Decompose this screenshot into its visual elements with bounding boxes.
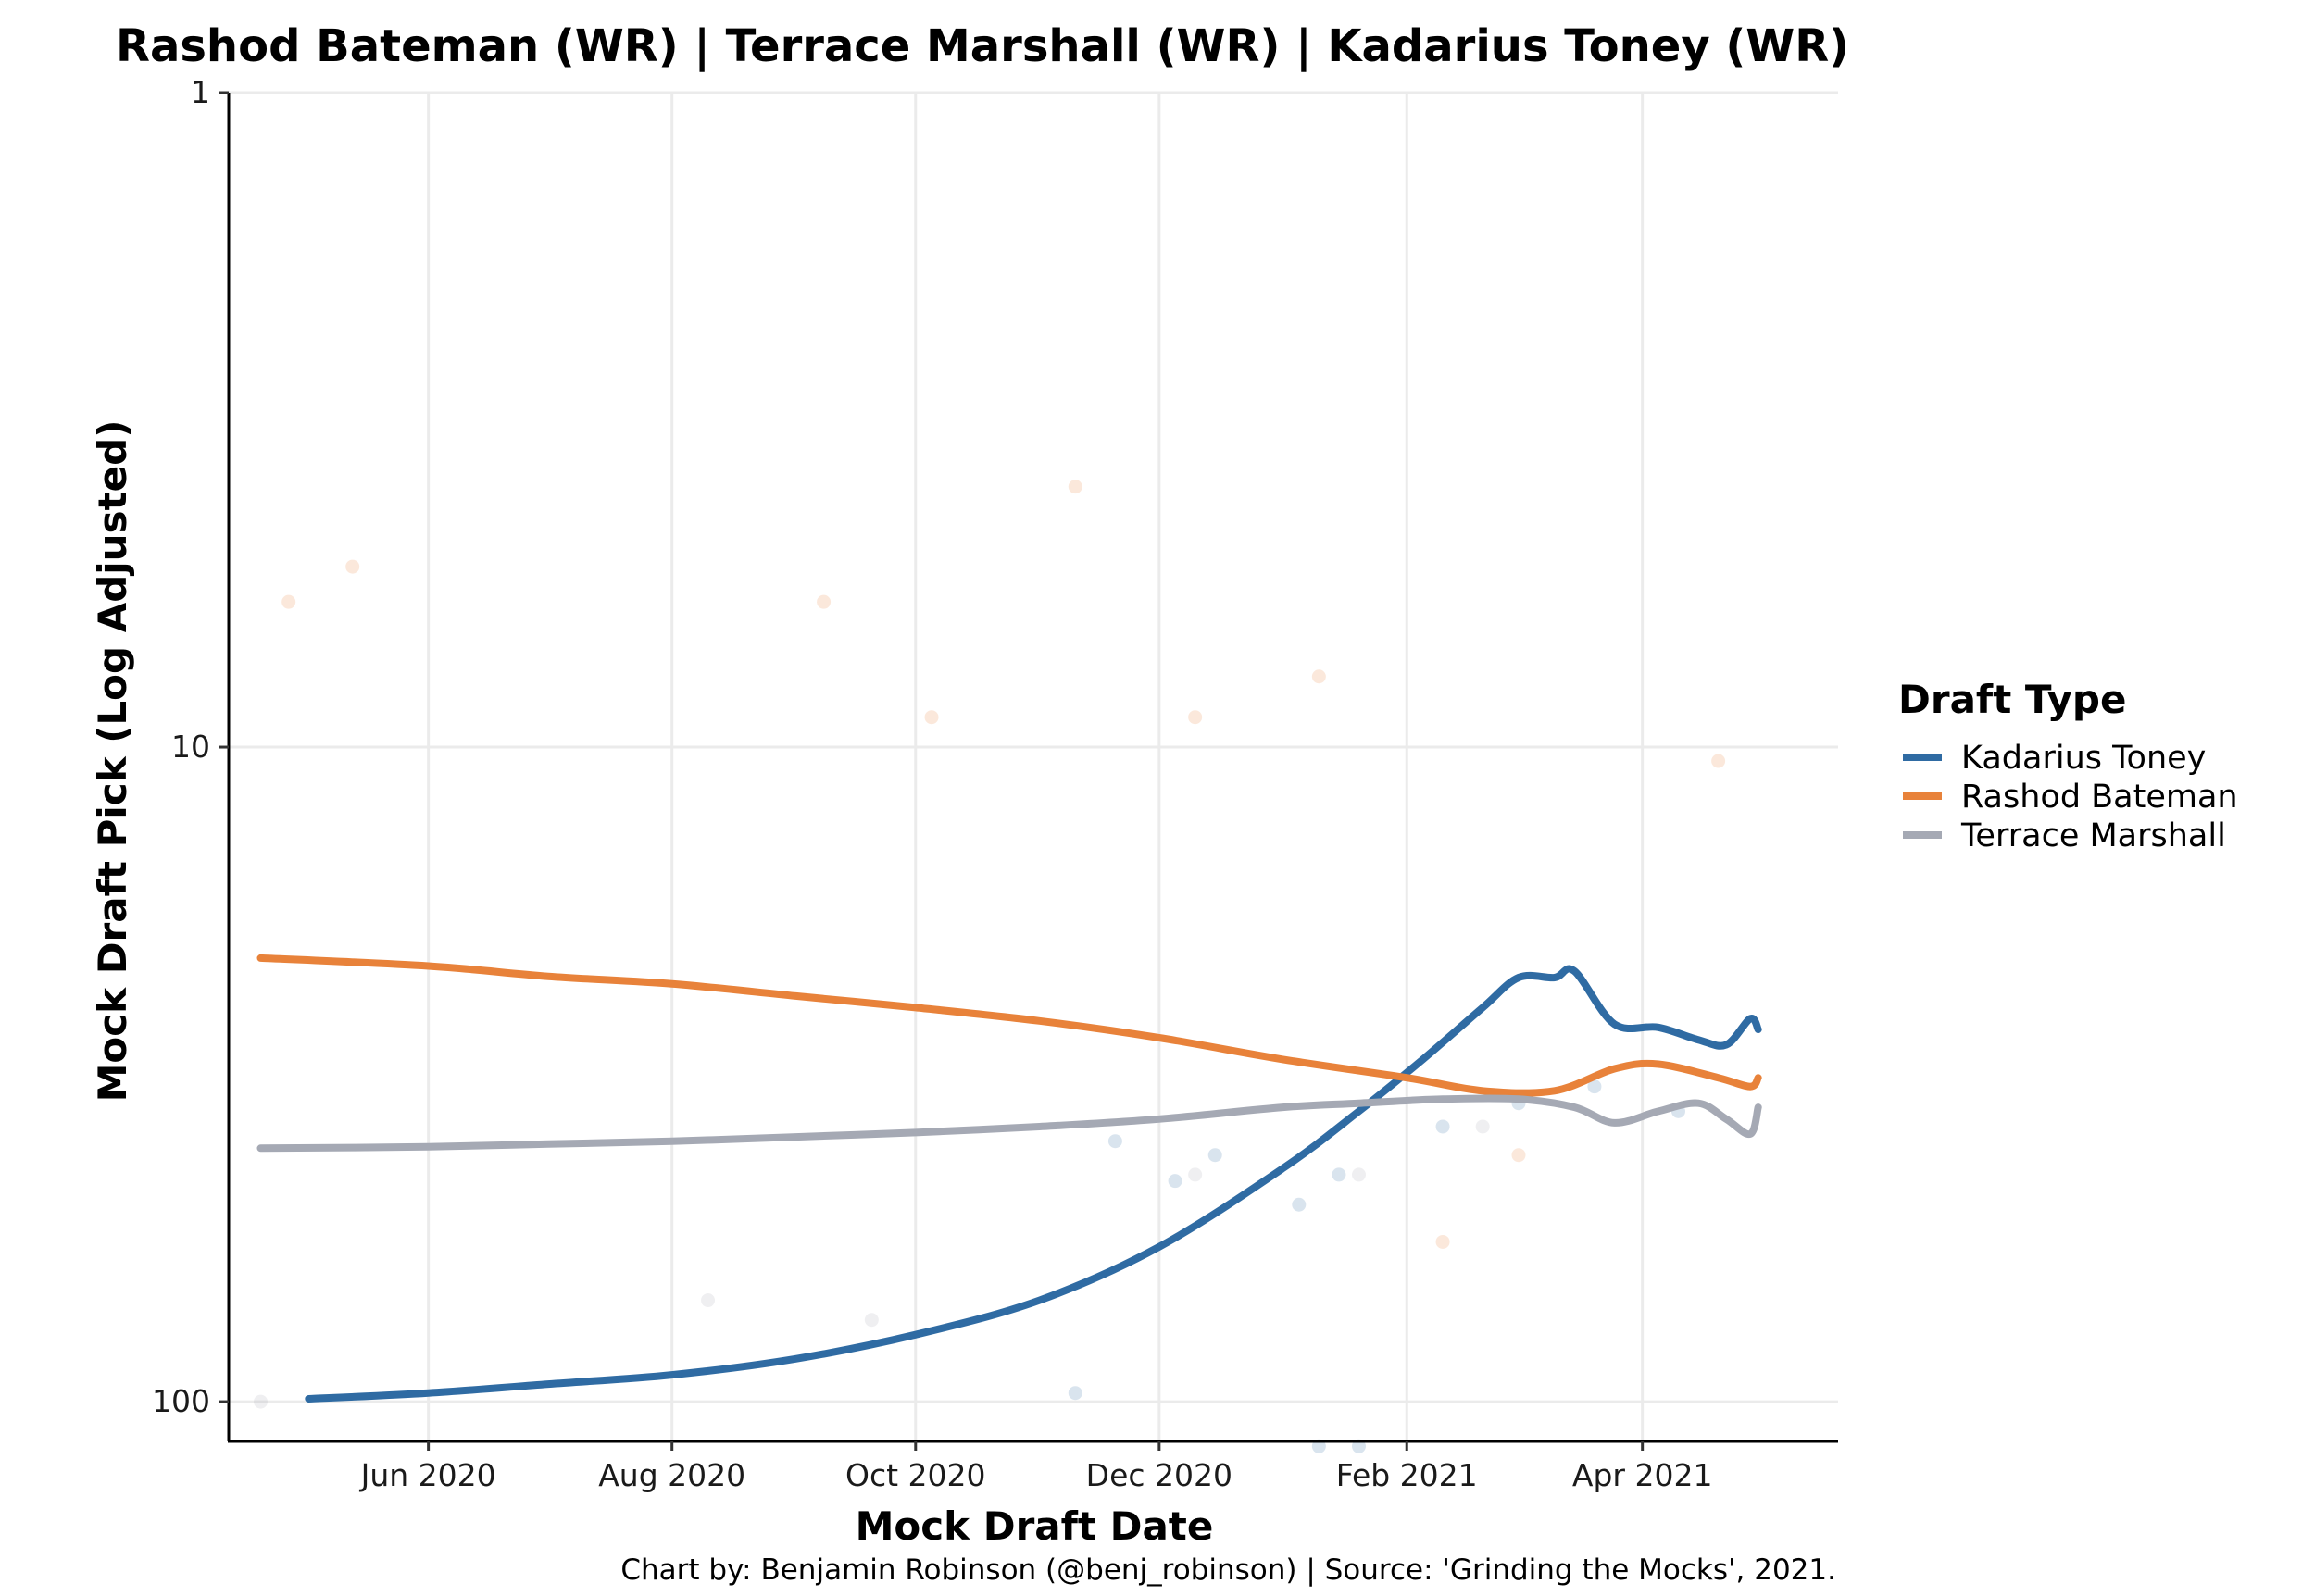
scatter-point [1511,1148,1526,1163]
scatter-point [1107,1134,1122,1149]
legend-title: Draft Type [1898,677,2126,722]
scatter-point [1587,1079,1602,1094]
scatter-point [1311,669,1326,684]
scatter-point [1351,1167,1366,1182]
y-tick-label: 100 [152,1383,210,1419]
scatter-point [924,710,939,725]
scatter-point [1332,1167,1346,1182]
chart-title: Rashod Bateman (WR) | Terrace Marshall (… [116,20,1849,72]
scatter-point [1292,1197,1307,1212]
x-tick-label: Aug 2020 [598,1457,745,1493]
x-tick-label: Jun 2020 [359,1457,496,1493]
scatter-point [1351,1439,1366,1453]
scatter-point [817,594,832,609]
scatter-point [281,594,296,609]
scatter-point [254,1394,269,1409]
scatter-point [1435,1234,1450,1249]
scatter-point [1311,1439,1326,1453]
scatter-point [1188,710,1203,725]
trend-line-kadarius-toney [305,965,1762,1403]
y-tick-label: 10 [171,729,210,765]
x-tick-label: Feb 2021 [1336,1457,1478,1493]
y-axis-ticks: 1 10 100 [152,74,229,1419]
y-tick-label: 1 [191,74,210,110]
legend-label-rashod-bateman: Rashod Bateman [1961,779,2238,816]
scatter-point [864,1313,879,1328]
x-tick-label: Dec 2020 [1086,1457,1232,1493]
scatter-point [1475,1119,1490,1134]
trend-lines [256,954,1762,1403]
y-axis-title: Mock Draft Pick (Log Adjusted) [90,420,135,1103]
x-tick-label: Apr 2021 [1572,1457,1713,1493]
scatter-point [1068,480,1082,494]
chart-caption: Chart by: Benjamin Robinson (@benj_robin… [620,1553,1836,1587]
scatter-point [1435,1119,1450,1134]
legend-label-kadarius-toney: Kadarius Toney [1961,740,2206,777]
grid [229,91,1838,1441]
trend-line-rashod-bateman [256,954,1762,1097]
x-tick-label: Oct 2020 [845,1457,986,1493]
x-axis-title: Mock Draft Date [856,1503,1214,1549]
trend-line-terrace-marshall [256,1094,1762,1153]
scatter-point [1068,1386,1082,1401]
scatter-point [1207,1148,1222,1163]
scatter-point [701,1293,716,1308]
scatter-point [1168,1174,1182,1189]
legend-label-terrace-marshall: Terrace Marshall [1960,817,2226,854]
scatter-point [345,559,360,574]
scatter-point [1188,1167,1203,1182]
x-axis-ticks: Jun 2020 Aug 2020 Oct 2020 Dec 2020 Feb 2021… [359,1441,1713,1493]
scatter-point [1711,754,1726,768]
